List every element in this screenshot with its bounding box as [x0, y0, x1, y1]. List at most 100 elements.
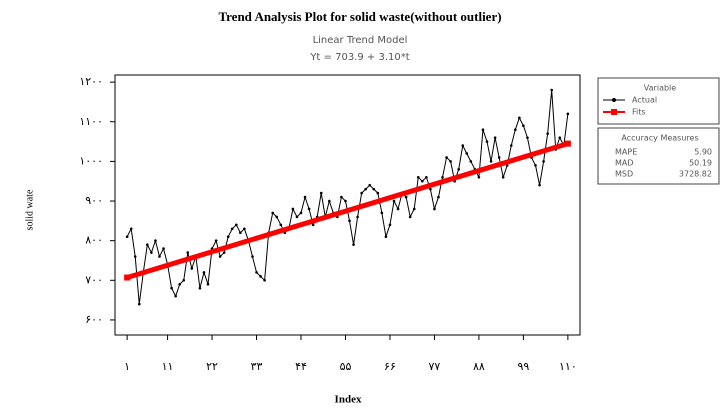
actual-marker: [129, 227, 133, 231]
legend-box: [597, 77, 720, 125]
actual-marker: [259, 275, 262, 278]
actual-marker: [263, 279, 266, 282]
actual-marker: [170, 286, 173, 290]
y-tick-label: ۱۰۰۰: [79, 154, 103, 167]
actual-marker: [356, 215, 359, 219]
accuracy-value: 50.19: [689, 159, 712, 168]
actual-marker: [457, 168, 460, 171]
actual-marker: [485, 140, 489, 143]
x-tick-label: ۱۱: [162, 360, 174, 373]
y-tick-label: ۶۰۰: [85, 313, 103, 326]
actual-marker: [392, 199, 396, 203]
y-tick-label: ۹۰۰: [85, 194, 103, 207]
actual-marker: [295, 215, 299, 219]
actual-marker: [546, 132, 549, 135]
fit-line: [126, 141, 569, 280]
x-tick-label: ۲۲: [206, 360, 218, 373]
actual-marker: [396, 207, 400, 211]
actual-marker: [404, 195, 408, 199]
actual-marker: [489, 160, 493, 163]
actual-marker: [416, 175, 420, 179]
x-tick-label: ۱۱۰: [559, 360, 577, 373]
actual-marker: [348, 219, 351, 223]
actual-marker: [372, 187, 376, 191]
equation: Yt = 703.9 + 3.10*t: [309, 52, 409, 63]
actual-marker: [465, 152, 469, 155]
actual-marker: [522, 124, 525, 128]
actual-marker: [299, 211, 303, 215]
accuracy-title: Accuracy Measures: [621, 134, 698, 143]
actual-marker: [137, 302, 141, 306]
actual-marker: [291, 207, 295, 211]
actual-marker: [514, 128, 517, 131]
actual-marker: [421, 179, 424, 183]
actual-marker: [550, 88, 553, 92]
actual-marker: [380, 211, 384, 215]
y-tick-label: ۷۰۰: [85, 273, 103, 286]
actual-marker: [518, 116, 521, 120]
actual-marker: [239, 231, 242, 235]
actual-marker: [303, 195, 307, 199]
plot-frame: [114, 74, 581, 336]
actual-marker: [218, 255, 222, 258]
actual-marker: [226, 235, 230, 239]
x-tick-label: ۷۷: [429, 360, 441, 373]
legend-marker: [612, 98, 616, 102]
actual-marker: [214, 239, 218, 242]
chart-title: Trend Analysis Plot for solid waste(with…: [218, 9, 501, 24]
actual-marker: [538, 183, 541, 187]
actual-marker: [279, 223, 283, 227]
actual-marker: [425, 175, 428, 179]
actual-marker: [198, 286, 202, 290]
actual-marker: [408, 215, 412, 219]
x-tick-label: ۵۵: [340, 360, 352, 373]
actual-marker: [469, 160, 473, 163]
x-tick-label: ۸۸: [473, 360, 485, 373]
fit-marker: [124, 274, 131, 281]
actual-marker: [493, 136, 497, 139]
actual-marker: [412, 207, 416, 211]
actual-marker: [125, 235, 129, 239]
x-tick-label: ۶۶: [384, 360, 396, 373]
x-tick-label: ۴۴: [295, 360, 307, 373]
actual-marker: [133, 255, 137, 258]
accuracy-name: MAD: [615, 159, 634, 168]
actual-marker: [202, 271, 206, 274]
actual-marker: [445, 156, 448, 159]
accuracy-box: [597, 127, 720, 185]
actual-marker: [461, 144, 465, 147]
actual-marker: [150, 251, 153, 254]
actual-marker: [271, 211, 274, 215]
actual-marker: [364, 187, 367, 191]
actual-marker: [174, 294, 177, 298]
x-axis-label: Index: [335, 394, 362, 406]
actual-marker: [526, 136, 529, 139]
actual-marker: [441, 175, 444, 179]
actual-marker: [376, 191, 380, 195]
actual-marker: [566, 112, 570, 116]
actual-marker: [162, 247, 165, 250]
actual-marker: [449, 160, 452, 163]
chart-subtitle: Linear Trend Model: [313, 35, 408, 46]
fit-marker: [564, 140, 571, 147]
actual-marker: [384, 235, 388, 239]
actual-marker: [368, 183, 372, 187]
actual-marker: [154, 239, 157, 242]
y-tick-label: ۸۰۰: [85, 234, 103, 247]
actual-marker: [230, 227, 234, 231]
actual-marker: [501, 175, 505, 179]
actual-marker: [328, 199, 331, 203]
accuracy-value: 5.90: [694, 148, 712, 157]
actual-marker: [255, 271, 258, 274]
actual-marker: [251, 255, 254, 258]
x-tick-label: ۱: [124, 360, 130, 373]
actual-marker: [542, 160, 545, 163]
actual-marker: [433, 207, 436, 211]
actual-marker: [178, 282, 181, 286]
actual-marker: [477, 175, 481, 179]
legend-marker: [611, 109, 617, 115]
actual-marker: [344, 199, 347, 203]
accuracy-value: 3728.82: [679, 170, 712, 179]
actual-marker: [319, 191, 323, 195]
actual-marker: [429, 187, 432, 191]
